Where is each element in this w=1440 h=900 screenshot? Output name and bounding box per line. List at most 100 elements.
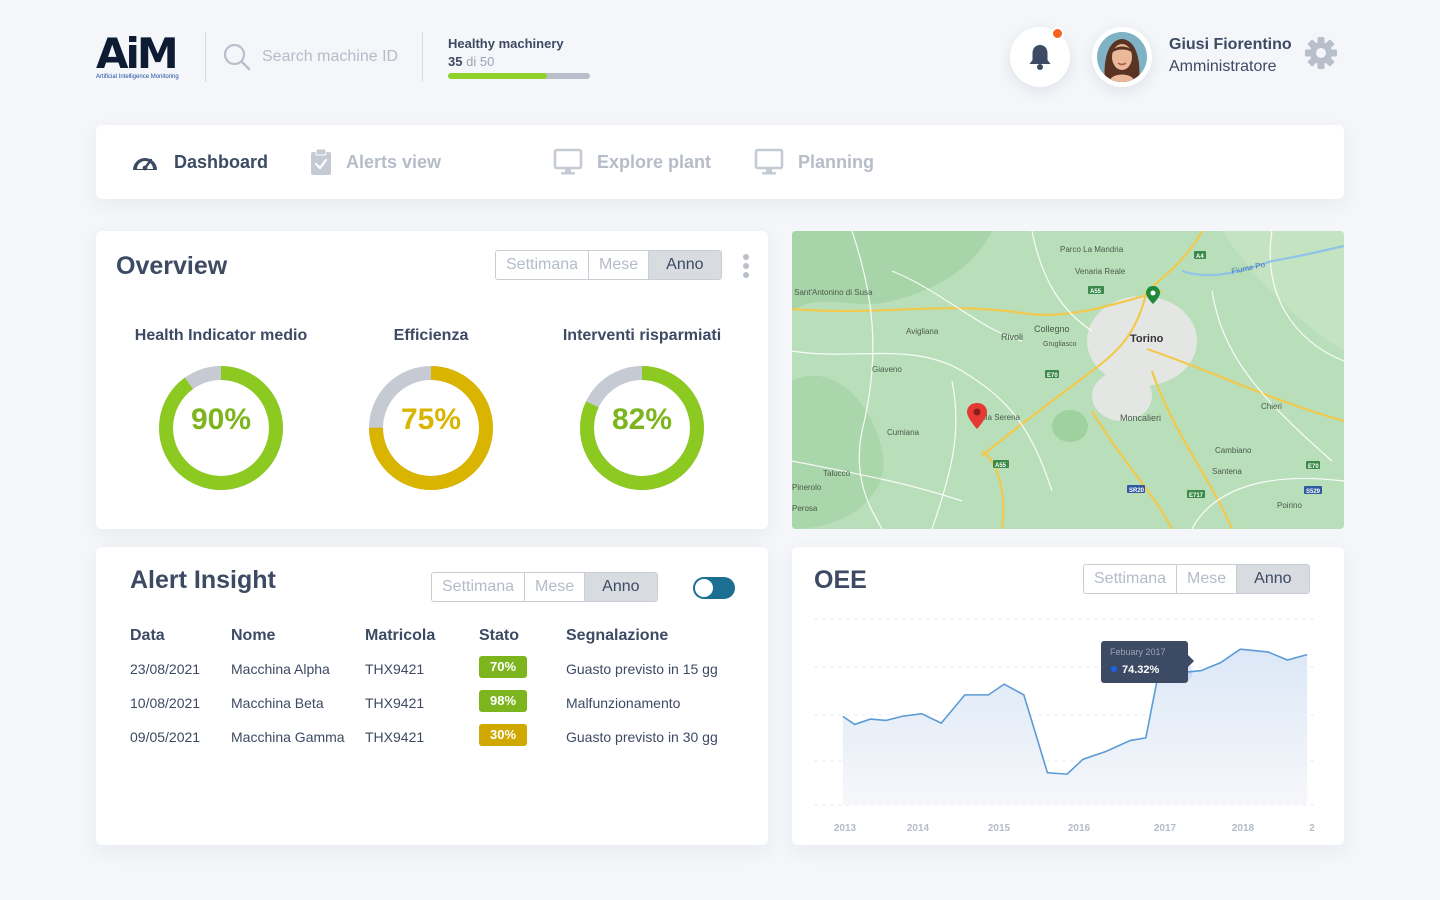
cell-date: 09/05/2021 [130,729,201,745]
map-pin-green-icon[interactable] [1146,286,1160,304]
cell-signal: Guasto previsto in 30 gg [566,729,718,745]
cell-date: 23/08/2021 [130,661,201,677]
map-label: Venaria Reale [1075,267,1126,276]
bell-icon [1029,45,1051,70]
road-code: E717 [1189,493,1204,499]
tab-alerts-view[interactable]: Alerts view [310,125,441,199]
gauge-arc [159,366,283,490]
gauge-label: Health Indicator medio [134,327,308,344]
tab-explore-plant-label: Explore plant [597,151,712,172]
gauge-ring [369,366,493,490]
map-label: Pinerolo [792,483,822,492]
period-year[interactable]: Anno [585,573,657,601]
alert-toggle-switch[interactable] [693,577,735,599]
oee-area [842,649,1308,805]
gauge-ring [159,366,283,490]
oee-title: OEE [814,566,867,594]
period-month[interactable]: Mese [525,573,586,601]
road-code: A55 [995,463,1007,469]
map-label: Avigliana [906,327,939,336]
x-tick-label: 2017 [1154,823,1177,834]
healthy-count: 35 [448,54,463,69]
tooltip-marker [1111,666,1117,672]
period-year[interactable]: Anno [1237,565,1309,593]
user-photo [1097,32,1147,82]
user-role: Amministratore [1169,58,1277,75]
x-tick-label: 2015 [988,823,1011,834]
aim-logo[interactable]: AiM Artificial Intelligence Monitoring [96,32,182,82]
search-icon [223,43,251,71]
col-header-matricola[interactable]: Matricola [365,627,436,644]
x-tick-label: 2018 [1232,823,1255,834]
monitor-icon [553,148,583,175]
col-header-nome[interactable]: Nome [231,627,276,644]
gear-icon[interactable] [1304,36,1338,70]
healthy-progress-bar [448,73,590,79]
avatar[interactable] [1092,27,1152,87]
tab-explore-plant[interactable]: Explore plant [553,125,711,199]
plant-map[interactable]: Parco La Mandria Venaria Reale Fiume Po … [792,231,1344,529]
period-week[interactable]: Settimana [1084,565,1178,593]
more-options-icon[interactable] [743,254,749,281]
road-code: E70 [1047,373,1058,379]
cell-name: Macchina Gamma [231,729,345,745]
map-canvas[interactable]: Parco La Mandria Venaria Reale Fiume Po … [792,231,1344,529]
gauge-value: 82% [611,403,673,436]
map-label: Torino [1130,333,1164,345]
col-header-segnalazione[interactable]: Segnalazione [566,627,669,644]
period-week[interactable]: Settimana [432,573,526,601]
gauge-ring [580,366,704,490]
gauge-value: 75% [400,403,462,436]
overview-title: Overview [116,252,228,280]
cell-name: Macchina Alpha [231,661,330,677]
cell-serial: THX9421 [365,729,425,745]
alert-insight-title: Alert Insight [130,566,276,594]
cell-serial: THX9421 [365,695,425,711]
overview-period-selector: Settimana Mese Anno [495,250,722,280]
gauge-efficienza: Efficienza 75% [321,327,541,493]
cell-name: Macchina Beta [231,695,324,711]
map-pin-red-icon[interactable] [967,403,987,429]
tab-alerts-view-label: Alerts view [346,151,442,172]
road-code: A55 [1090,289,1102,295]
healthy-machinery-widget: Healthy machinery 35 di 50 [448,36,590,79]
map-label: Poirino [1277,501,1302,510]
notifications-button[interactable] [1010,27,1070,87]
header-divider [205,32,206,82]
map-label: Perosa [792,504,818,513]
col-header-stato[interactable]: Stato [479,627,519,644]
healthy-progress-fill [448,73,548,79]
tooltip-date: Febuary 2017 [1110,647,1166,657]
map-label: Moncalieri [1120,413,1161,423]
road-code: S529 [1306,489,1321,495]
period-month[interactable]: Mese [589,251,650,279]
search-input[interactable] [262,48,422,66]
period-month[interactable]: Mese [1177,565,1238,593]
healthy-machinery-count: 35 di 50 [448,54,590,69]
period-week[interactable]: Settimana [496,251,590,279]
oee-chart[interactable]: 2013 2014 2015 2016 2017 2018 2 Febuary 2017 74.… [792,547,1344,845]
speedometer-icon [133,158,157,171]
toggle-knob [695,579,713,597]
gauge-label: Efficienza [393,327,469,344]
map-label: Santena [1212,467,1242,476]
monitor-icon [754,148,784,175]
period-year[interactable]: Anno [649,251,721,279]
col-header-data[interactable]: Data [130,627,165,644]
alert-period-selector: Settimana Mese Anno [431,572,658,602]
status-badge: 98% [479,690,527,712]
tab-planning[interactable]: Planning [754,125,874,199]
tab-dashboard[interactable]: Dashboard [130,125,268,199]
map-label: Parco La Mandria [1060,245,1124,254]
cell-signal: Malfunzionamento [566,695,681,711]
search-box[interactable] [222,40,422,74]
healthy-total: 50 [479,54,495,69]
tooltip-value: 74.32% [1122,664,1160,676]
gauge-value: 90% [190,403,252,436]
healthy-machinery-title: Healthy machinery [448,36,564,51]
map-label: Collegno [1034,324,1070,334]
map-label: Cambiano [1215,446,1252,455]
oee-period-selector: Settimana Mese Anno [1083,564,1310,594]
status-badge: 70% [479,656,527,678]
notification-dot [1051,27,1064,40]
